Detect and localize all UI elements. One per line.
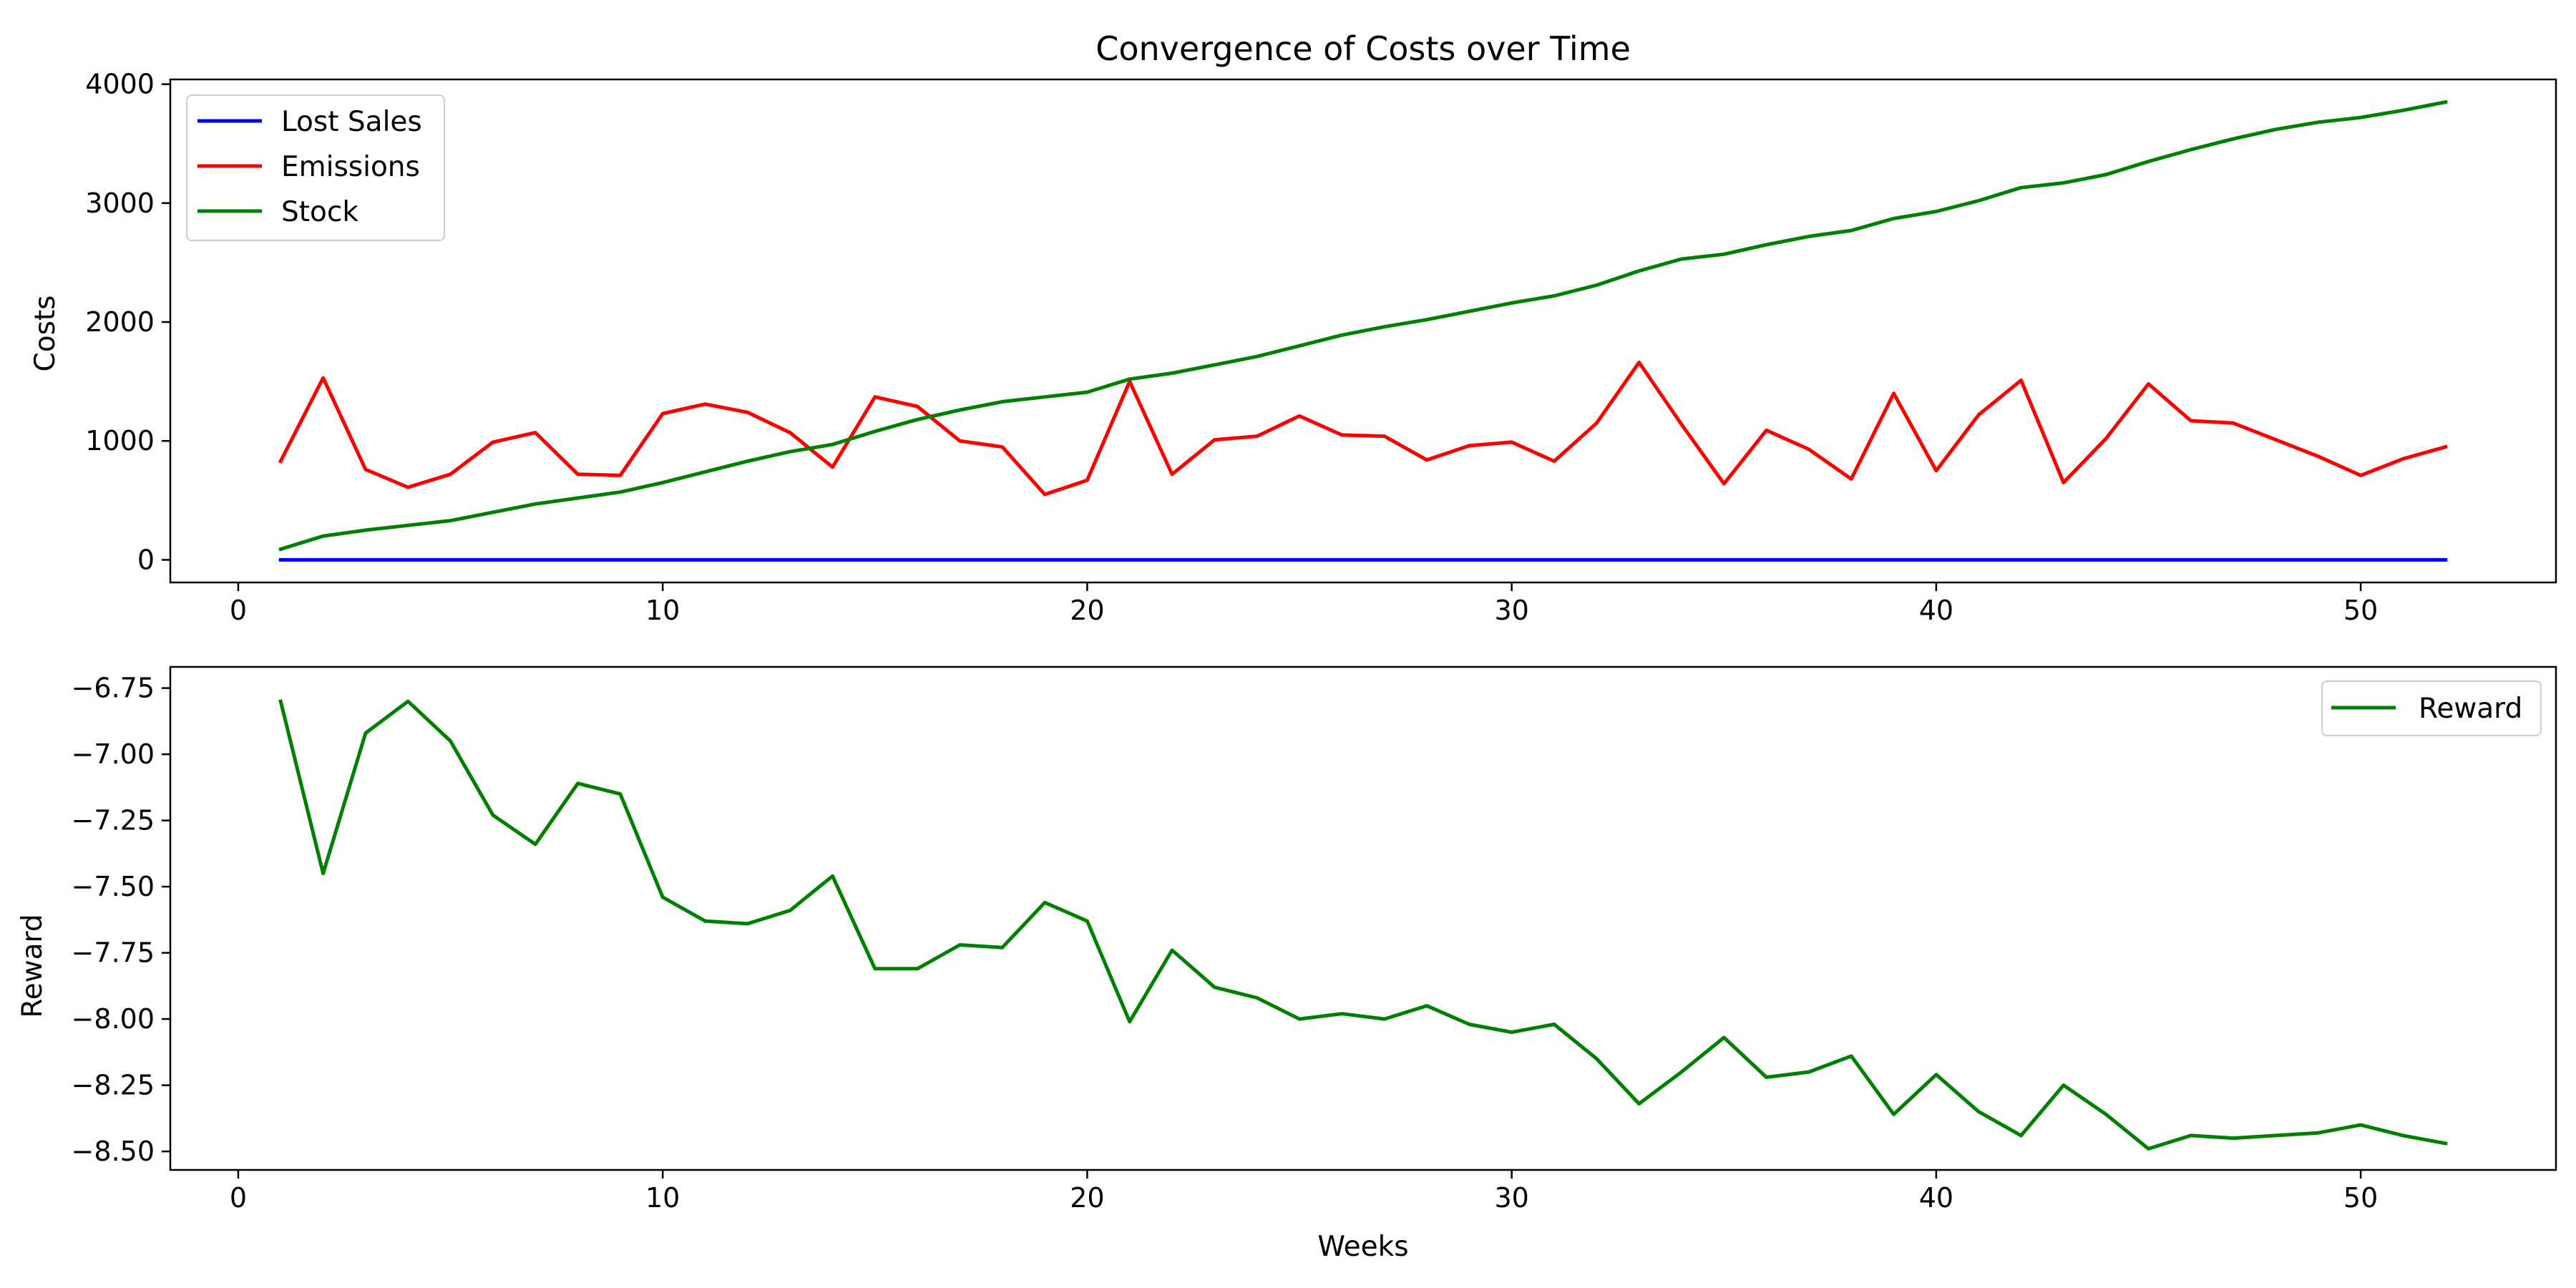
costs-y-tick-label: 4000 (85, 69, 155, 100)
reward-x-tick-label: 20 (1070, 1182, 1104, 1214)
costs-x-tick-label: 40 (1919, 595, 1953, 626)
reward-y-tick-label: −7.00 (72, 738, 155, 770)
costs-plot-frame (169, 78, 2557, 584)
reward-x-tick-label: 10 (645, 1182, 680, 1214)
costs-panel: Convergence of Costs over Time Costs 0 10… (29, 29, 2557, 626)
weeks-x-axis-label: Weeks (1317, 1231, 1408, 1263)
reward-legend: Reward (2321, 680, 2542, 736)
costs-axis-ticks: 0 10 20 30 40 50 0 1000 2000 3000 4000 (85, 69, 2378, 626)
costs-x-tick-label: 20 (1070, 595, 1104, 626)
reward-y-tick-label: −8.25 (72, 1070, 155, 1101)
series-line-reward (278, 699, 2448, 1151)
series-line-stock (278, 99, 2448, 552)
reward-panel: Reward Weeks 0 10 20 30 40 50 −6.75 −7.00 −7.25 −… (16, 665, 2557, 1263)
reward-y-tick-label: −7.75 (72, 937, 155, 969)
costs-legend: Lost Sales Emissions Stock (186, 94, 445, 241)
series-line-emissions (278, 361, 2448, 497)
costs-y-tick-label: 0 (137, 544, 155, 575)
legend-entry-reward: Reward (2331, 693, 2522, 725)
reward-legend-box (2321, 680, 2542, 736)
reward-plot-frame (169, 665, 2557, 1171)
costs-x-tick-label: 0 (230, 595, 247, 626)
reward-y-tick-label: −8.50 (72, 1136, 155, 1167)
reward-y-tick-label: −6.75 (72, 673, 155, 704)
legend-label-stock: Stock (281, 196, 358, 228)
costs-series-lines (278, 99, 2448, 562)
costs-legend-box (186, 94, 445, 241)
reward-axis-ticks: 0 10 20 30 40 50 −6.75 −7.00 −7.25 −7.50 −7.75 −8.0… (72, 673, 2379, 1214)
reward-y-tick-label: −8.00 (72, 1003, 155, 1035)
costs-x-tick-label: 50 (2343, 595, 2378, 626)
legend-entry-stock: Stock (197, 196, 358, 228)
legend-label-lost-sales: Lost Sales (281, 106, 422, 138)
reward-y-tick-label: −7.25 (72, 805, 155, 836)
legend-entry-lost-sales: Lost Sales (197, 106, 422, 138)
reward-x-tick-label: 50 (2343, 1182, 2378, 1214)
legend-entry-emissions: Emissions (197, 151, 420, 183)
reward-x-tick-label: 0 (230, 1182, 247, 1214)
reward-y-tick-label: −7.50 (72, 871, 155, 902)
costs-y-tick-label: 1000 (85, 425, 155, 457)
costs-y-tick-label: 2000 (85, 306, 155, 338)
reward-series-lines (278, 699, 2448, 1151)
costs-y-axis-label: Costs (29, 295, 62, 371)
costs-y-tick-label: 3000 (85, 187, 155, 219)
costs-chart-title: Convergence of Costs over Time (1096, 29, 1631, 68)
reward-x-tick-label: 30 (1494, 1182, 1528, 1214)
reward-x-tick-label: 40 (1919, 1182, 1953, 1214)
reward-y-axis-label: Reward (16, 914, 49, 1018)
costs-x-tick-label: 10 (645, 595, 680, 626)
legend-label-reward: Reward (2419, 693, 2522, 725)
legend-label-emissions: Emissions (281, 151, 420, 183)
costs-x-tick-label: 30 (1494, 595, 1528, 626)
